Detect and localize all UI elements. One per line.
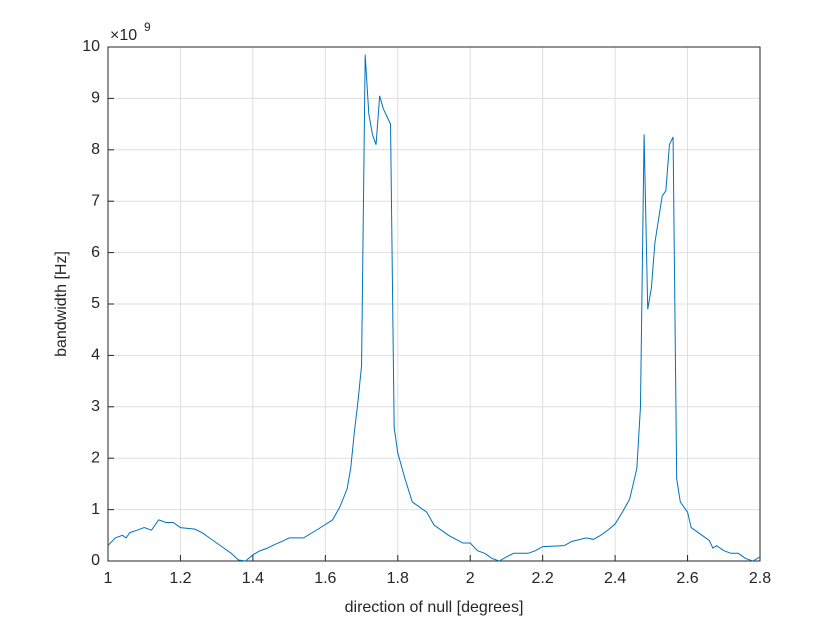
y-tick-label: 7 (91, 192, 100, 209)
y-exponent-base: ×10 (110, 27, 137, 44)
data-line (107, 54, 761, 562)
y-tick-label: 1 (91, 501, 100, 518)
y-tick-label: 6 (91, 244, 100, 261)
y-tick-label: 8 (91, 141, 100, 158)
y-tick-label: 10 (82, 38, 100, 55)
y-tick-label: 4 (91, 347, 100, 364)
y-tick-label: 3 (91, 398, 100, 415)
y-tick-label: 5 (91, 295, 100, 312)
y-tick-label: 0 (91, 552, 100, 569)
y-exponent-power: 9 (144, 20, 151, 34)
x-tick-label: 1.2 (169, 570, 191, 587)
x-tick-label: 2.2 (532, 570, 554, 587)
y-tick-label: 9 (91, 90, 100, 107)
x-tick-label: 1.8 (387, 570, 409, 587)
y-tick-label: 2 (91, 449, 100, 466)
x-axis-label: direction of null [degrees] (345, 599, 524, 616)
x-tick-label: 2 (466, 570, 475, 587)
y-axis-label: bandwidth [Hz] (53, 251, 70, 357)
x-tick-label: 1.4 (242, 570, 264, 587)
x-tick-label: 1 (104, 570, 113, 587)
x-tick-label: 2.4 (604, 570, 626, 587)
x-tick-label: 2.6 (676, 570, 698, 587)
x-tick-label: 1.6 (314, 570, 336, 587)
x-tick-label: 2.8 (749, 570, 771, 587)
axes-box (107, 46, 761, 562)
